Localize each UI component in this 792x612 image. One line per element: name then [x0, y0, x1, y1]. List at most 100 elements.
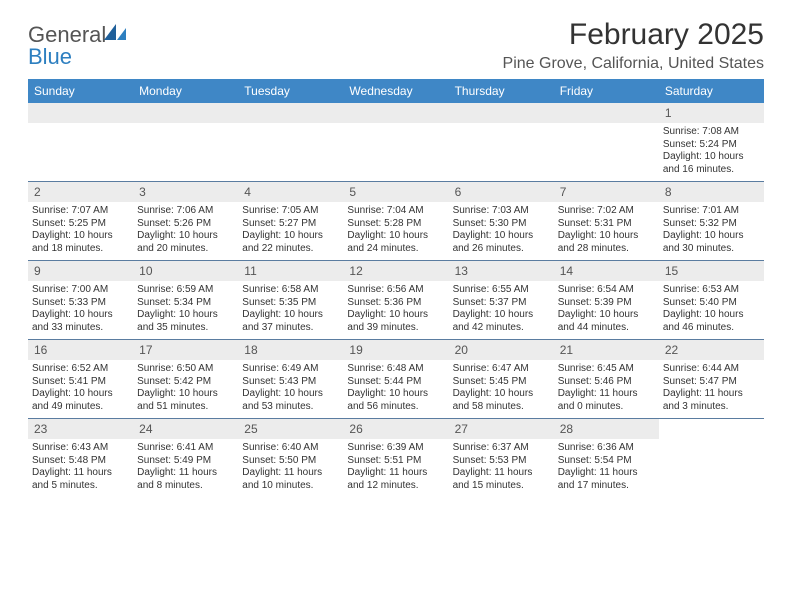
day-number: 25: [238, 419, 343, 439]
day-number: 20: [449, 340, 554, 360]
day-detail-daylight1: Daylight: 10 hours: [453, 388, 550, 401]
day-detail-daylight1: Daylight: 11 hours: [663, 388, 760, 401]
day-detail-daylight1: Daylight: 11 hours: [32, 467, 129, 480]
day-detail-daylight1: Daylight: 10 hours: [347, 230, 444, 243]
day-detail-sunrise: Sunrise: 6:39 AM: [347, 442, 444, 455]
day-detail-sunset: Sunset: 5:26 PM: [137, 218, 234, 231]
day-detail-daylight1: Daylight: 10 hours: [347, 388, 444, 401]
calendar-cell: 9Sunrise: 7:00 AMSunset: 5:33 PMDaylight…: [28, 261, 133, 339]
day-detail-daylight2: and 12 minutes.: [347, 480, 444, 493]
day-detail-daylight2: and 37 minutes.: [242, 322, 339, 335]
day-number: 17: [133, 340, 238, 360]
day-header-monday: Monday: [133, 79, 238, 103]
day-detail-daylight2: and 5 minutes.: [32, 480, 129, 493]
calendar-cell: 19Sunrise: 6:48 AMSunset: 5:44 PMDayligh…: [343, 340, 448, 418]
calendar-cell-empty: [449, 103, 554, 181]
day-detail-daylight1: Daylight: 10 hours: [137, 230, 234, 243]
day-detail-daylight2: and 51 minutes.: [137, 401, 234, 414]
day-number: 6: [449, 182, 554, 202]
day-detail-daylight2: and 0 minutes.: [558, 401, 655, 414]
logo-text: General Blue: [28, 24, 128, 68]
day-detail-daylight2: and 22 minutes.: [242, 243, 339, 256]
calendar-cell: 10Sunrise: 6:59 AMSunset: 5:34 PMDayligh…: [133, 261, 238, 339]
day-detail-sunset: Sunset: 5:47 PM: [663, 376, 760, 389]
page: General Blue February 2025 Pine Grove, C…: [0, 0, 792, 497]
month-title: February 2025: [503, 18, 764, 51]
day-detail-sunset: Sunset: 5:54 PM: [558, 455, 655, 468]
day-detail-daylight2: and 58 minutes.: [453, 401, 550, 414]
day-detail-sunrise: Sunrise: 6:52 AM: [32, 363, 129, 376]
day-detail-daylight2: and 49 minutes.: [32, 401, 129, 414]
day-detail-daylight1: Daylight: 10 hours: [663, 309, 760, 322]
day-detail-daylight2: and 3 minutes.: [663, 401, 760, 414]
day-detail-daylight2: and 35 minutes.: [137, 322, 234, 335]
day-detail-sunset: Sunset: 5:50 PM: [242, 455, 339, 468]
day-number: 8: [659, 182, 764, 202]
day-detail-sunset: Sunset: 5:40 PM: [663, 297, 760, 310]
calendar-cell: 27Sunrise: 6:37 AMSunset: 5:53 PMDayligh…: [449, 419, 554, 497]
day-detail-sunrise: Sunrise: 7:05 AM: [242, 205, 339, 218]
day-detail-sunset: Sunset: 5:41 PM: [32, 376, 129, 389]
day-number: 4: [238, 182, 343, 202]
day-header-sunday: Sunday: [28, 79, 133, 103]
calendar-cell: 18Sunrise: 6:49 AMSunset: 5:43 PMDayligh…: [238, 340, 343, 418]
calendar-cell: 21Sunrise: 6:45 AMSunset: 5:46 PMDayligh…: [554, 340, 659, 418]
calendar-cell-empty: [28, 103, 133, 181]
day-detail-sunset: Sunset: 5:34 PM: [137, 297, 234, 310]
day-number: [659, 419, 764, 439]
calendar-cell: 3Sunrise: 7:06 AMSunset: 5:26 PMDaylight…: [133, 182, 238, 260]
day-detail-sunrise: Sunrise: 6:54 AM: [558, 284, 655, 297]
calendar-cell: 26Sunrise: 6:39 AMSunset: 5:51 PMDayligh…: [343, 419, 448, 497]
day-number: [28, 103, 133, 123]
day-detail-sunrise: Sunrise: 6:43 AM: [32, 442, 129, 455]
location-subtitle: Pine Grove, California, United States: [503, 55, 764, 73]
calendar-cell: 7Sunrise: 7:02 AMSunset: 5:31 PMDaylight…: [554, 182, 659, 260]
day-detail-daylight2: and 16 minutes.: [663, 164, 760, 177]
calendar-cell: 4 Sunrise: 7:05 AMSunset: 5:27 PMDaylight…: [238, 182, 343, 260]
day-number: [449, 103, 554, 123]
calendar-cell: 28Sunrise: 6:36 AMSunset: 5:54 PMDayligh…: [554, 419, 659, 497]
calendar-week: 1Sunrise: 7:08 AMSunset: 5:24 PMDaylight…: [28, 103, 764, 181]
calendar-cell: 15Sunrise: 6:53 AMSunset: 5:40 PMDayligh…: [659, 261, 764, 339]
day-detail-daylight1: Daylight: 10 hours: [137, 388, 234, 401]
day-detail-daylight1: Daylight: 10 hours: [347, 309, 444, 322]
day-number: 23: [28, 419, 133, 439]
day-detail-sunrise: Sunrise: 6:47 AM: [453, 363, 550, 376]
day-detail-sunrise: Sunrise: 7:08 AM: [663, 126, 760, 139]
day-number: 18: [238, 340, 343, 360]
calendar-cell: 14Sunrise: 6:54 AMSunset: 5:39 PMDayligh…: [554, 261, 659, 339]
calendar-cell: 25Sunrise: 6:40 AMSunset: 5:50 PMDayligh…: [238, 419, 343, 497]
day-detail-daylight2: and 8 minutes.: [137, 480, 234, 493]
day-number: 1: [659, 103, 764, 123]
calendar-week: 23Sunrise: 6:43 AMSunset: 5:48 PMDayligh…: [28, 418, 764, 497]
calendar-cell: 13Sunrise: 6:55 AMSunset: 5:37 PMDayligh…: [449, 261, 554, 339]
calendar-cell: 8Sunrise: 7:01 AMSunset: 5:32 PMDaylight…: [659, 182, 764, 260]
day-detail-daylight1: Daylight: 10 hours: [242, 230, 339, 243]
day-detail-sunrise: Sunrise: 6:40 AM: [242, 442, 339, 455]
calendar-week: 16Sunrise: 6:52 AMSunset: 5:41 PMDayligh…: [28, 339, 764, 418]
calendar-cell-empty: [659, 419, 764, 497]
day-detail-sunrise: Sunrise: 6:56 AM: [347, 284, 444, 297]
day-detail-sunset: Sunset: 5:43 PM: [242, 376, 339, 389]
day-number: [343, 103, 448, 123]
day-detail-daylight2: and 17 minutes.: [558, 480, 655, 493]
calendar-cell: 17Sunrise: 6:50 AMSunset: 5:42 PMDayligh…: [133, 340, 238, 418]
day-detail-sunrise: Sunrise: 7:02 AM: [558, 205, 655, 218]
day-detail-daylight1: Daylight: 11 hours: [558, 467, 655, 480]
day-detail-sunrise: Sunrise: 7:00 AM: [32, 284, 129, 297]
day-detail-sunset: Sunset: 5:25 PM: [32, 218, 129, 231]
day-detail-daylight1: Daylight: 10 hours: [242, 309, 339, 322]
calendar-cell: 23Sunrise: 6:43 AMSunset: 5:48 PMDayligh…: [28, 419, 133, 497]
day-detail-sunset: Sunset: 5:49 PM: [137, 455, 234, 468]
calendar-cell-empty: [554, 103, 659, 181]
day-detail-daylight1: Daylight: 10 hours: [137, 309, 234, 322]
day-header-wednesday: Wednesday: [343, 79, 448, 103]
calendar-cell: 24Sunrise: 6:41 AMSunset: 5:49 PMDayligh…: [133, 419, 238, 497]
day-detail-daylight2: and 46 minutes.: [663, 322, 760, 335]
day-detail-daylight1: Daylight: 11 hours: [347, 467, 444, 480]
day-number: 9: [28, 261, 133, 281]
day-detail-sunset: Sunset: 5:27 PM: [242, 218, 339, 231]
day-detail-daylight2: and 24 minutes.: [347, 243, 444, 256]
day-detail-daylight1: Daylight: 11 hours: [453, 467, 550, 480]
day-number: 24: [133, 419, 238, 439]
